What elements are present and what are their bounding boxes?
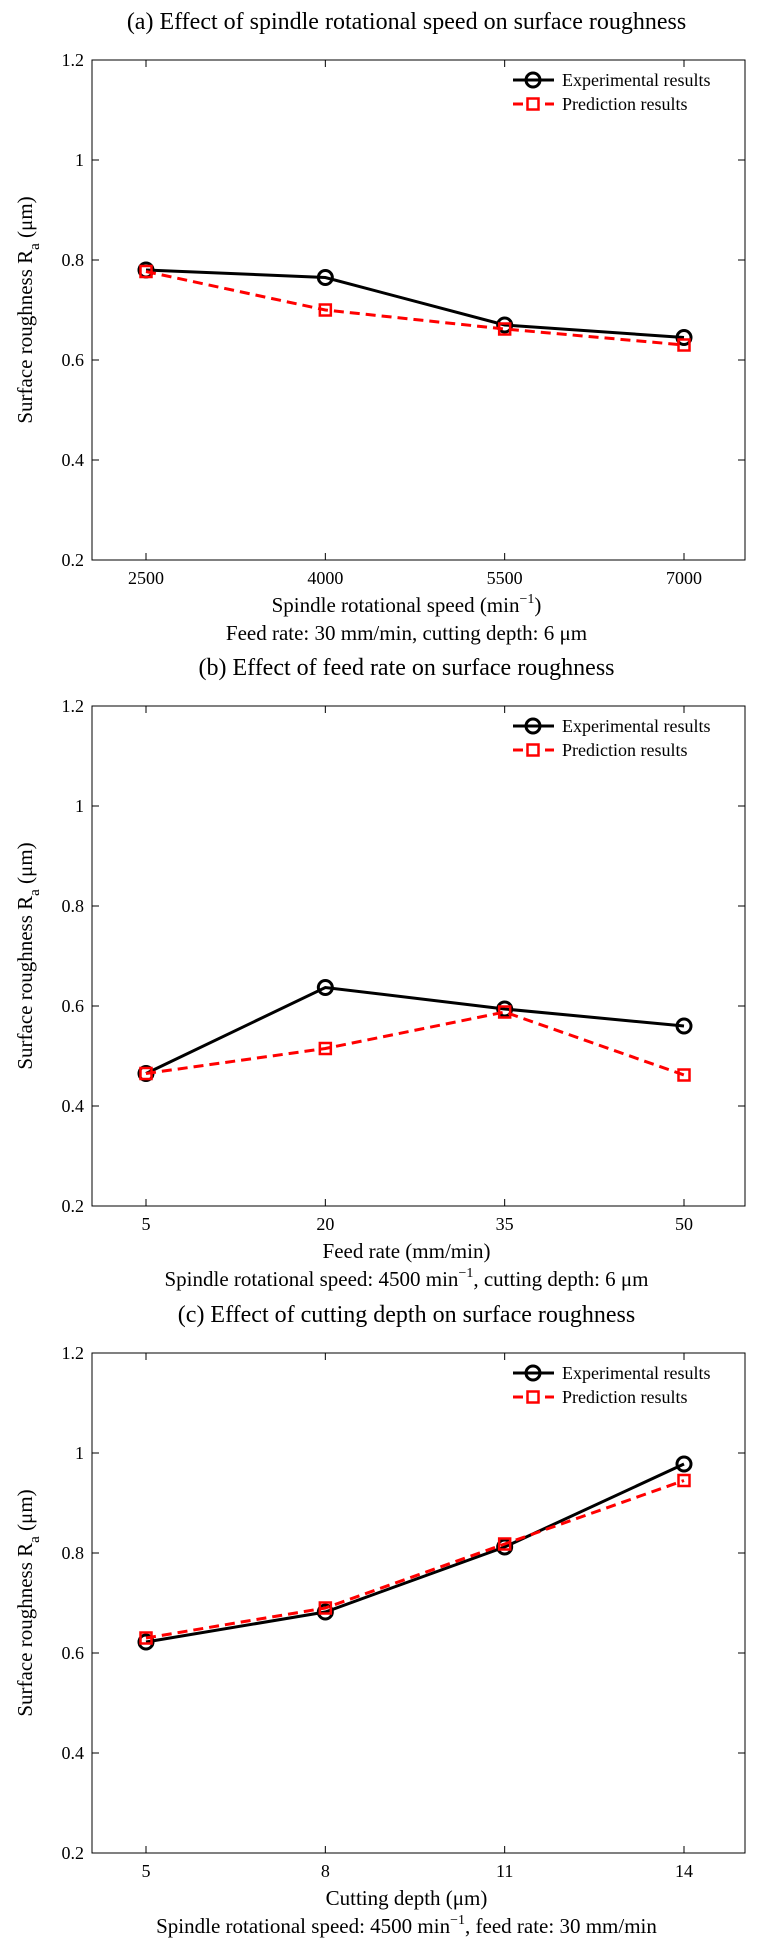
legend: Experimental results Prediction results <box>513 1363 710 1407</box>
y-tick-label: 0.2 <box>62 550 85 570</box>
x-axis-label: Cutting depth (μm) <box>326 1886 488 1910</box>
data-point-prediction <box>139 264 153 279</box>
y-tick-label: 0.6 <box>62 350 85 370</box>
series-line-prediction <box>145 270 685 347</box>
y-tick-label: 0.4 <box>62 1743 85 1763</box>
y-tick-label: 0.4 <box>62 450 85 470</box>
y-tick-label: 1 <box>75 150 84 170</box>
y-axis-label: Surface roughness Ra (μm) <box>13 1489 43 1716</box>
data-point-prediction <box>318 1041 333 1056</box>
legend-label: Prediction results <box>562 1387 687 1407</box>
data-point-prediction <box>497 322 512 336</box>
x-tick-label: 35 <box>496 1214 514 1234</box>
legend-label: Experimental results <box>562 70 710 90</box>
legend-marker-square <box>526 743 540 757</box>
series-line-prediction <box>145 1479 685 1640</box>
legend-label: Experimental results <box>562 716 710 736</box>
data-point-experimental <box>675 1455 693 1473</box>
x-axis-label: Spindle rotational speed (min−1) <box>272 592 542 617</box>
y-tick-label: 1.2 <box>62 50 85 70</box>
data-point-prediction <box>497 1005 512 1019</box>
data-point-prediction <box>318 303 333 317</box>
data-point-experimental <box>496 1000 514 1018</box>
legend: Experimental results Prediction results <box>513 70 710 114</box>
x-tick-label: 8 <box>321 1861 330 1881</box>
data-point-experimental <box>675 329 693 346</box>
data-point-experimental <box>316 979 334 996</box>
x-tick-label: 50 <box>675 1214 693 1234</box>
x-tick-label: 5 <box>142 1214 151 1234</box>
data-point-experimental <box>496 1538 514 1556</box>
x-tick-label: 4000 <box>307 568 343 588</box>
y-axis-label: Surface roughness Ra (μm) <box>13 196 43 423</box>
chart-panel-c: (c) Effect of cutting depth on surface r… <box>13 1302 746 1938</box>
data-point-prediction <box>497 1537 512 1551</box>
chart-title: (a) Effect of spindle rotational speed o… <box>127 9 686 35</box>
chart-caption: Feed rate: 30 mm/min, cutting depth: 6 μ… <box>226 621 587 645</box>
chart-panel-b: (b) Effect of feed rate on surface rough… <box>13 655 746 1291</box>
legend-label: Prediction results <box>562 94 687 114</box>
data-point-experimental <box>316 1603 334 1621</box>
data-point-experimental <box>675 1017 693 1035</box>
legend: Experimental results Prediction results <box>513 716 710 760</box>
x-axis-label: Feed rate (mm/min) <box>323 1239 491 1263</box>
series-line-experimental <box>145 268 685 339</box>
x-tick-label: 2500 <box>128 568 164 588</box>
x-tick-label: 5 <box>142 1861 151 1881</box>
y-tick-label: 0.6 <box>62 1643 85 1663</box>
x-tick-label: 5500 <box>487 568 523 588</box>
x-tick-label: 11 <box>496 1861 513 1881</box>
chart-title: (b) Effect of feed rate on surface rough… <box>198 655 614 681</box>
legend-label: Experimental results <box>562 1363 710 1383</box>
y-tick-label: 0.8 <box>62 1543 85 1563</box>
series-line-experimental <box>145 985 685 1075</box>
data-point-experimental <box>496 316 514 334</box>
plot-frame <box>91 1352 746 1854</box>
chart-panel-a: (a) Effect of spindle rotational speed o… <box>13 9 746 645</box>
chart-title: (c) Effect of cutting depth on surface r… <box>178 1302 635 1328</box>
y-tick-label: 0.2 <box>62 1843 85 1863</box>
x-tick-label: 14 <box>675 1861 693 1881</box>
chart-caption: Spindle rotational speed: 4500 min−1, fe… <box>156 1913 657 1938</box>
legend-marker-circle <box>524 717 542 735</box>
data-point-prediction <box>139 1066 153 1081</box>
y-tick-label: 0.6 <box>62 996 85 1016</box>
plot-frame <box>91 59 746 561</box>
data-point-prediction <box>677 338 691 352</box>
series-line-prediction <box>145 1010 685 1077</box>
y-tick-label: 0.4 <box>62 1096 85 1116</box>
y-tick-label: 1.2 <box>62 1343 85 1363</box>
y-tick-label: 0.2 <box>62 1196 85 1216</box>
plot-frame <box>91 705 746 1207</box>
data-point-prediction <box>677 1068 691 1082</box>
data-point-prediction <box>677 1473 691 1488</box>
data-point-prediction <box>318 1601 333 1615</box>
legend-label: Prediction results <box>562 740 687 760</box>
legend-marker-square <box>526 1390 540 1404</box>
legend-marker-square <box>526 97 540 111</box>
y-tick-label: 1 <box>75 1443 84 1463</box>
legend-marker-circle <box>524 1364 542 1382</box>
data-point-prediction <box>139 1631 153 1645</box>
y-tick-label: 0.8 <box>62 250 85 270</box>
x-tick-label: 20 <box>316 1214 334 1234</box>
data-point-experimental <box>137 1633 155 1651</box>
y-tick-label: 1 <box>75 796 84 816</box>
series-line-experimental <box>145 1462 685 1644</box>
data-point-experimental <box>316 269 334 286</box>
x-tick-label: 7000 <box>666 568 702 588</box>
y-axis-label: Surface roughness Ra (μm) <box>13 842 43 1069</box>
y-tick-label: 1.2 <box>62 696 85 716</box>
legend-marker-circle <box>524 71 542 89</box>
chart-caption: Spindle rotational speed: 4500 min−1, cu… <box>164 1266 648 1291</box>
y-tick-label: 0.8 <box>62 896 85 916</box>
